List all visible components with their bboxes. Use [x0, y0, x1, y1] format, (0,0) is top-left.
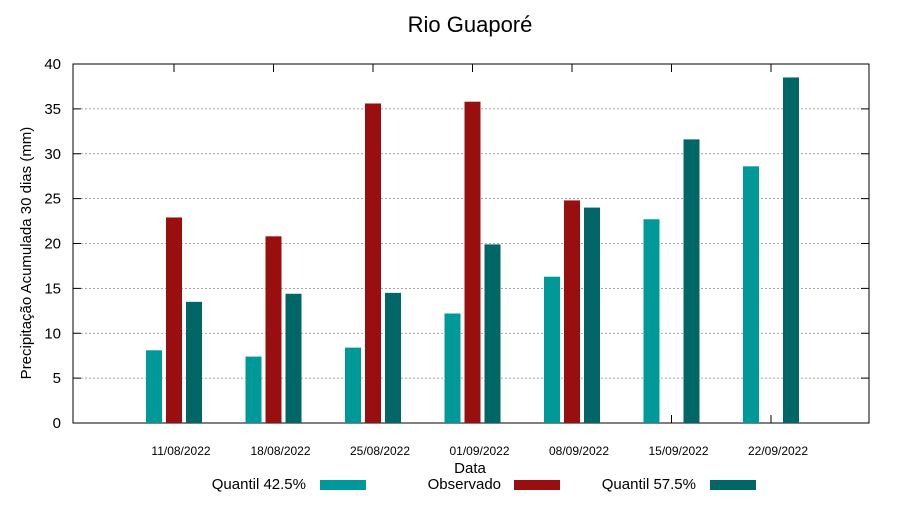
bar	[783, 77, 799, 424]
legend-label: Quantil 42.5%	[212, 476, 306, 493]
bar	[345, 347, 361, 423]
x-tick-label: 18/08/2022	[250, 444, 310, 458]
bar	[245, 356, 262, 423]
bar	[584, 207, 600, 423]
bar	[444, 313, 461, 423]
y-tick-label: 20	[44, 236, 61, 253]
legend-swatch	[320, 480, 366, 490]
bar	[564, 200, 580, 423]
bar	[464, 101, 481, 423]
x-tick-label: 22/09/2022	[748, 444, 808, 458]
legend: Quantil 42.5% Observado Quantil 57.5%	[212, 476, 756, 493]
bar	[743, 166, 759, 423]
bar	[643, 219, 660, 423]
y-tick-label: 35	[44, 101, 61, 118]
bar	[544, 276, 560, 423]
y-axis-label: Precipitação Acumulada 30 dias (mm)	[18, 127, 35, 380]
bar	[265, 236, 282, 423]
x-tick-label: 15/09/2022	[648, 444, 708, 458]
legend-swatch	[514, 480, 560, 490]
y-tick-label: 40	[44, 56, 61, 73]
legend-label: Quantil 57.5%	[602, 476, 696, 493]
bar	[146, 350, 162, 423]
bar	[385, 292, 401, 423]
legend-label: Observado	[428, 476, 501, 493]
y-tick-label: 30	[44, 146, 61, 163]
y-axis-ticks: 0 5 10 15 20 25 30 35 40	[44, 56, 869, 432]
x-tick-label: 08/09/2022	[549, 444, 609, 458]
chart-title: Rio Guaporé	[408, 12, 533, 37]
legend-swatch	[710, 480, 756, 490]
bar	[683, 139, 700, 423]
x-axis-label: Data	[454, 460, 486, 477]
y-tick-label: 15	[44, 280, 61, 297]
y-tick-label: 0	[53, 415, 61, 432]
x-tick-label: 25/08/2022	[350, 444, 410, 458]
y-tick-label: 10	[44, 325, 61, 342]
bar	[484, 244, 501, 423]
bar	[186, 301, 202, 423]
bar	[365, 103, 381, 424]
x-tick-label: 01/09/2022	[449, 444, 509, 458]
y-tick-label: 5	[53, 370, 61, 387]
bars	[146, 77, 799, 424]
bar	[285, 293, 302, 423]
bar	[166, 217, 182, 423]
x-tick-label: 11/08/2022	[151, 444, 210, 458]
x-axis-ticks: 11/08/2022 18/08/2022 25/08/2022 01/09/2022…	[151, 64, 808, 458]
y-tick-label: 25	[44, 191, 61, 208]
